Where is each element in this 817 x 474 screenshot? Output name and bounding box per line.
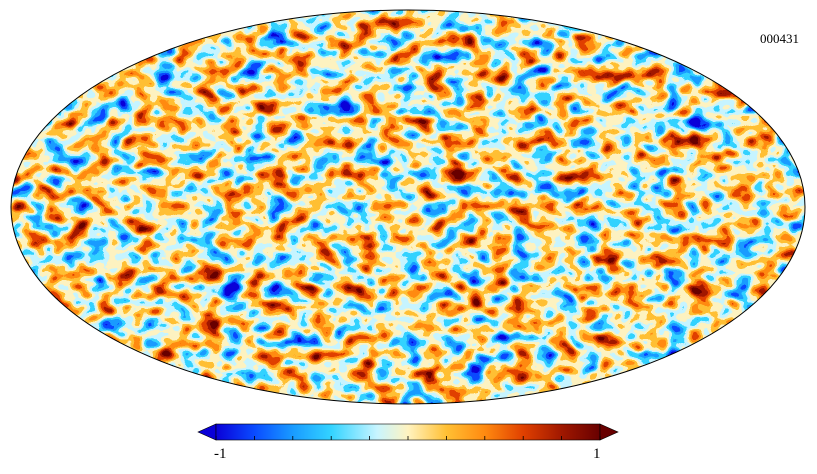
- colorbar: [197, 423, 619, 441]
- colorbar-min-label: -1: [214, 446, 227, 462]
- colorbar-ticks: [215, 436, 601, 440]
- mollweide-sky-map: [10, 9, 806, 405]
- colorbar-max-label: 1: [593, 446, 601, 462]
- mollweide-outline: [10, 9, 806, 405]
- colorbar-overflow-triangle: [599, 423, 619, 441]
- colorbar-underflow-triangle: [197, 423, 217, 441]
- map-identifier: 000431: [760, 31, 799, 46]
- sky-map-field: [11, 10, 805, 404]
